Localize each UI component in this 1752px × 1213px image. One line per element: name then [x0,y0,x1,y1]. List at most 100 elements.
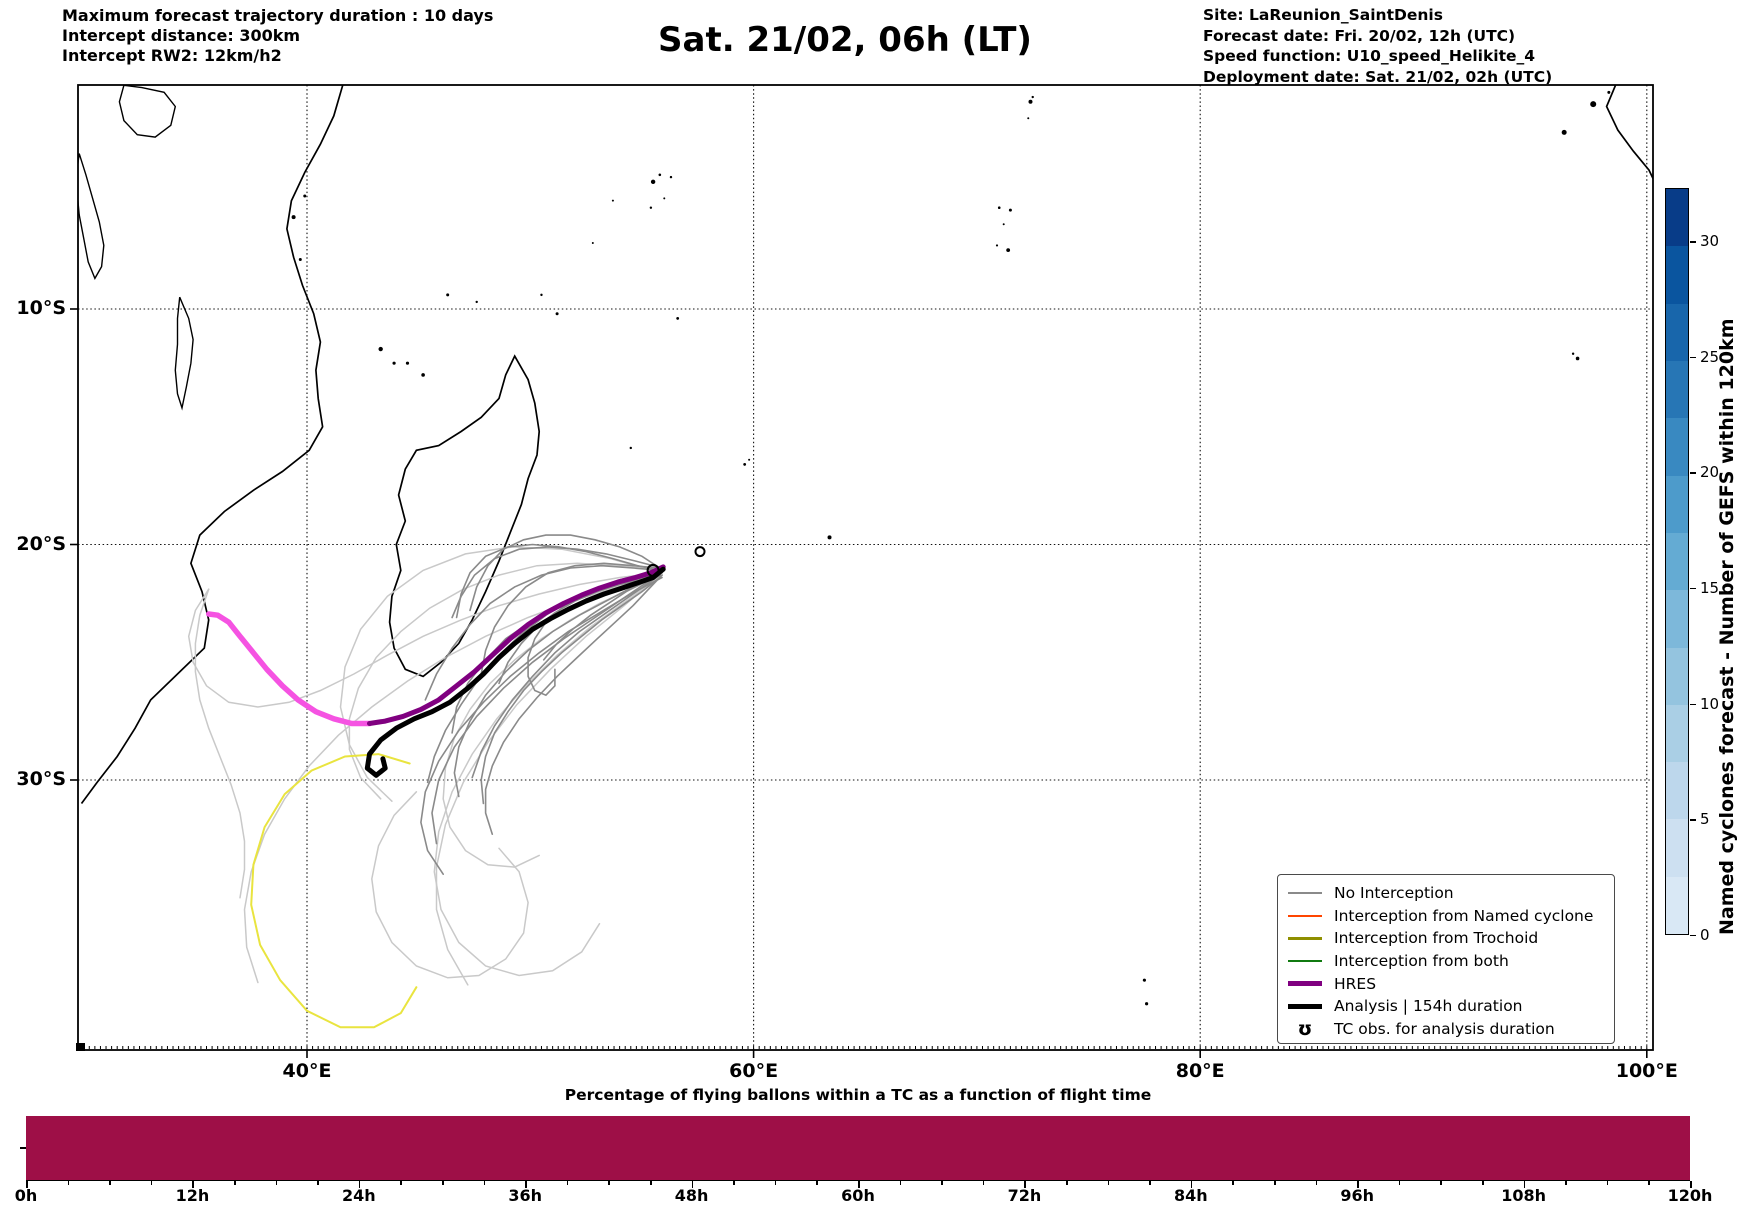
flight-minor-tick [1232,1181,1234,1185]
island-dot [1575,356,1580,361]
colorbar-tick [1690,472,1696,474]
flight-tick-label: 36h [508,1186,543,1205]
xtick-label: 40°E [282,1060,332,1082]
colorbar-tick [1690,935,1696,937]
island-dot [1031,95,1034,99]
legend-item-hres: HRES [1288,972,1606,995]
flight-minor-tick [608,1181,610,1185]
xtick-label: 100°E [1615,1060,1678,1082]
colorbar-segment [1666,475,1688,533]
flight-minor-tick [275,1181,278,1185]
gefs-colorbar [1665,188,1689,935]
island-dot [649,206,653,209]
flight-minor-tick [899,1181,902,1185]
intercept-rw2-text: Intercept RW2: 12km/h2 [62,46,282,65]
flight-minor-tick [1482,1181,1484,1185]
colorbar-label: Named cyclones forecast - Number of GEFS… [1716,318,1738,935]
island-dot [475,300,478,304]
island-dot [629,446,632,450]
trajectory-analysis [364,566,666,778]
max-duration-text: Maximum forecast trajectory duration : 1… [62,6,494,25]
legend-item-analysis: Analysis | 154h duration [1288,995,1606,1018]
island-dot [1571,352,1575,355]
trajectory-no-interception [480,562,661,675]
flight-minor-tick [1648,1181,1650,1185]
colorbar-segment [1666,704,1688,763]
lake-outline [118,85,177,138]
flight-major-tick [1357,1181,1359,1188]
island-dot [1002,223,1005,226]
colorbar-segment [1666,647,1688,705]
island-dot [540,293,543,297]
lake-outline [78,153,105,281]
map-border [77,84,1654,1051]
gray-line-swatch [1288,892,1322,895]
legend-item-trochoid: Interception from Trochoid [1288,927,1606,950]
deployment-date-text: Deployment date: Sat. 21/02, 02h (UTC) [1203,67,1553,86]
trajectory-no-interception [451,546,663,619]
flight-tick-label: 96h [1340,1186,1375,1205]
colorbar-tick [1690,819,1696,821]
island-dot [743,463,747,466]
trajectory-hres [367,564,666,726]
trajectory-no-interception [498,574,663,685]
flight-major-tick [525,1181,527,1188]
trajectory-faded [433,574,663,977]
island-circle-outline [694,546,706,558]
cyclone-marker-icon: ʊ [1297,1017,1313,1040]
colorbar-segment [1666,762,1688,820]
intercept-distance-text: Intercept distance: 300km [62,26,301,45]
flight-minor-tick [1565,1181,1567,1185]
colorbar-tick-label: 0 [1700,926,1710,944]
flight-minor-tick [109,1181,111,1185]
legend-item-named-cyclone: Interception from Named cyclone [1288,905,1606,928]
header-left-parameters: Maximum forecast trajectory duration : 1… [62,6,493,66]
trajectory-no-interception [424,564,663,701]
xtick-label: 80°E [1175,1060,1225,1082]
island-dot [1027,117,1030,120]
trajectory-no-interception [471,574,661,779]
page-title: Sat. 21/02, 06h (LT) [658,20,1032,60]
flight-minor-tick [982,1181,985,1185]
trajectory-no-interception [453,574,661,798]
colorbar-tick [1690,241,1696,243]
legend-item-tc-obs: ʊ TC obs. for analysis duration [1288,1018,1606,1041]
colorbar-tick-label: 15 [1700,579,1720,598]
map-legend: No Interception Interception from Named … [1277,874,1615,1044]
flight-tick-label: 48h [674,1186,709,1205]
flight-tick-label: 84h [1173,1186,1208,1205]
colorbar-segment [1666,189,1688,247]
flight-minor-tick [1066,1181,1068,1185]
black-line-swatch [1288,1003,1322,1010]
island-dot [303,194,307,198]
legend-item-both: Interception from both [1288,950,1606,973]
coastline [1605,85,1653,180]
flight-minor-tick [1398,1181,1401,1185]
flight-minor-tick [150,1181,153,1185]
trajectory-no-interception [455,543,661,619]
flight-minor-tick [1107,1181,1110,1185]
flight-minor-tick [733,1181,735,1185]
flight-tick-label: 24h [341,1186,376,1205]
flight-major-tick [358,1181,361,1188]
flight-major-tick [858,1181,860,1188]
ytick-label: 10°S [16,297,66,319]
island-dot [1145,1002,1149,1006]
island-dot [995,244,999,247]
flight-bar-title: Percentage of flying ballons within a TC… [564,1086,1152,1104]
island-dot [1006,248,1011,253]
flight-major-tick [691,1181,694,1188]
flight-major-tick [1690,1181,1692,1188]
island-dot [676,317,680,320]
island-dot [446,293,450,297]
colorbar-tick [1690,588,1696,590]
flight-minor-tick [816,1181,818,1185]
colorbar-segment [1666,418,1688,476]
trajectory-faded [371,791,529,979]
flight-time-bar [26,1116,1690,1180]
island-dot [1590,101,1597,108]
trajectory-faded [243,572,663,984]
island-dot [1607,90,1611,94]
island-dot [669,175,673,179]
